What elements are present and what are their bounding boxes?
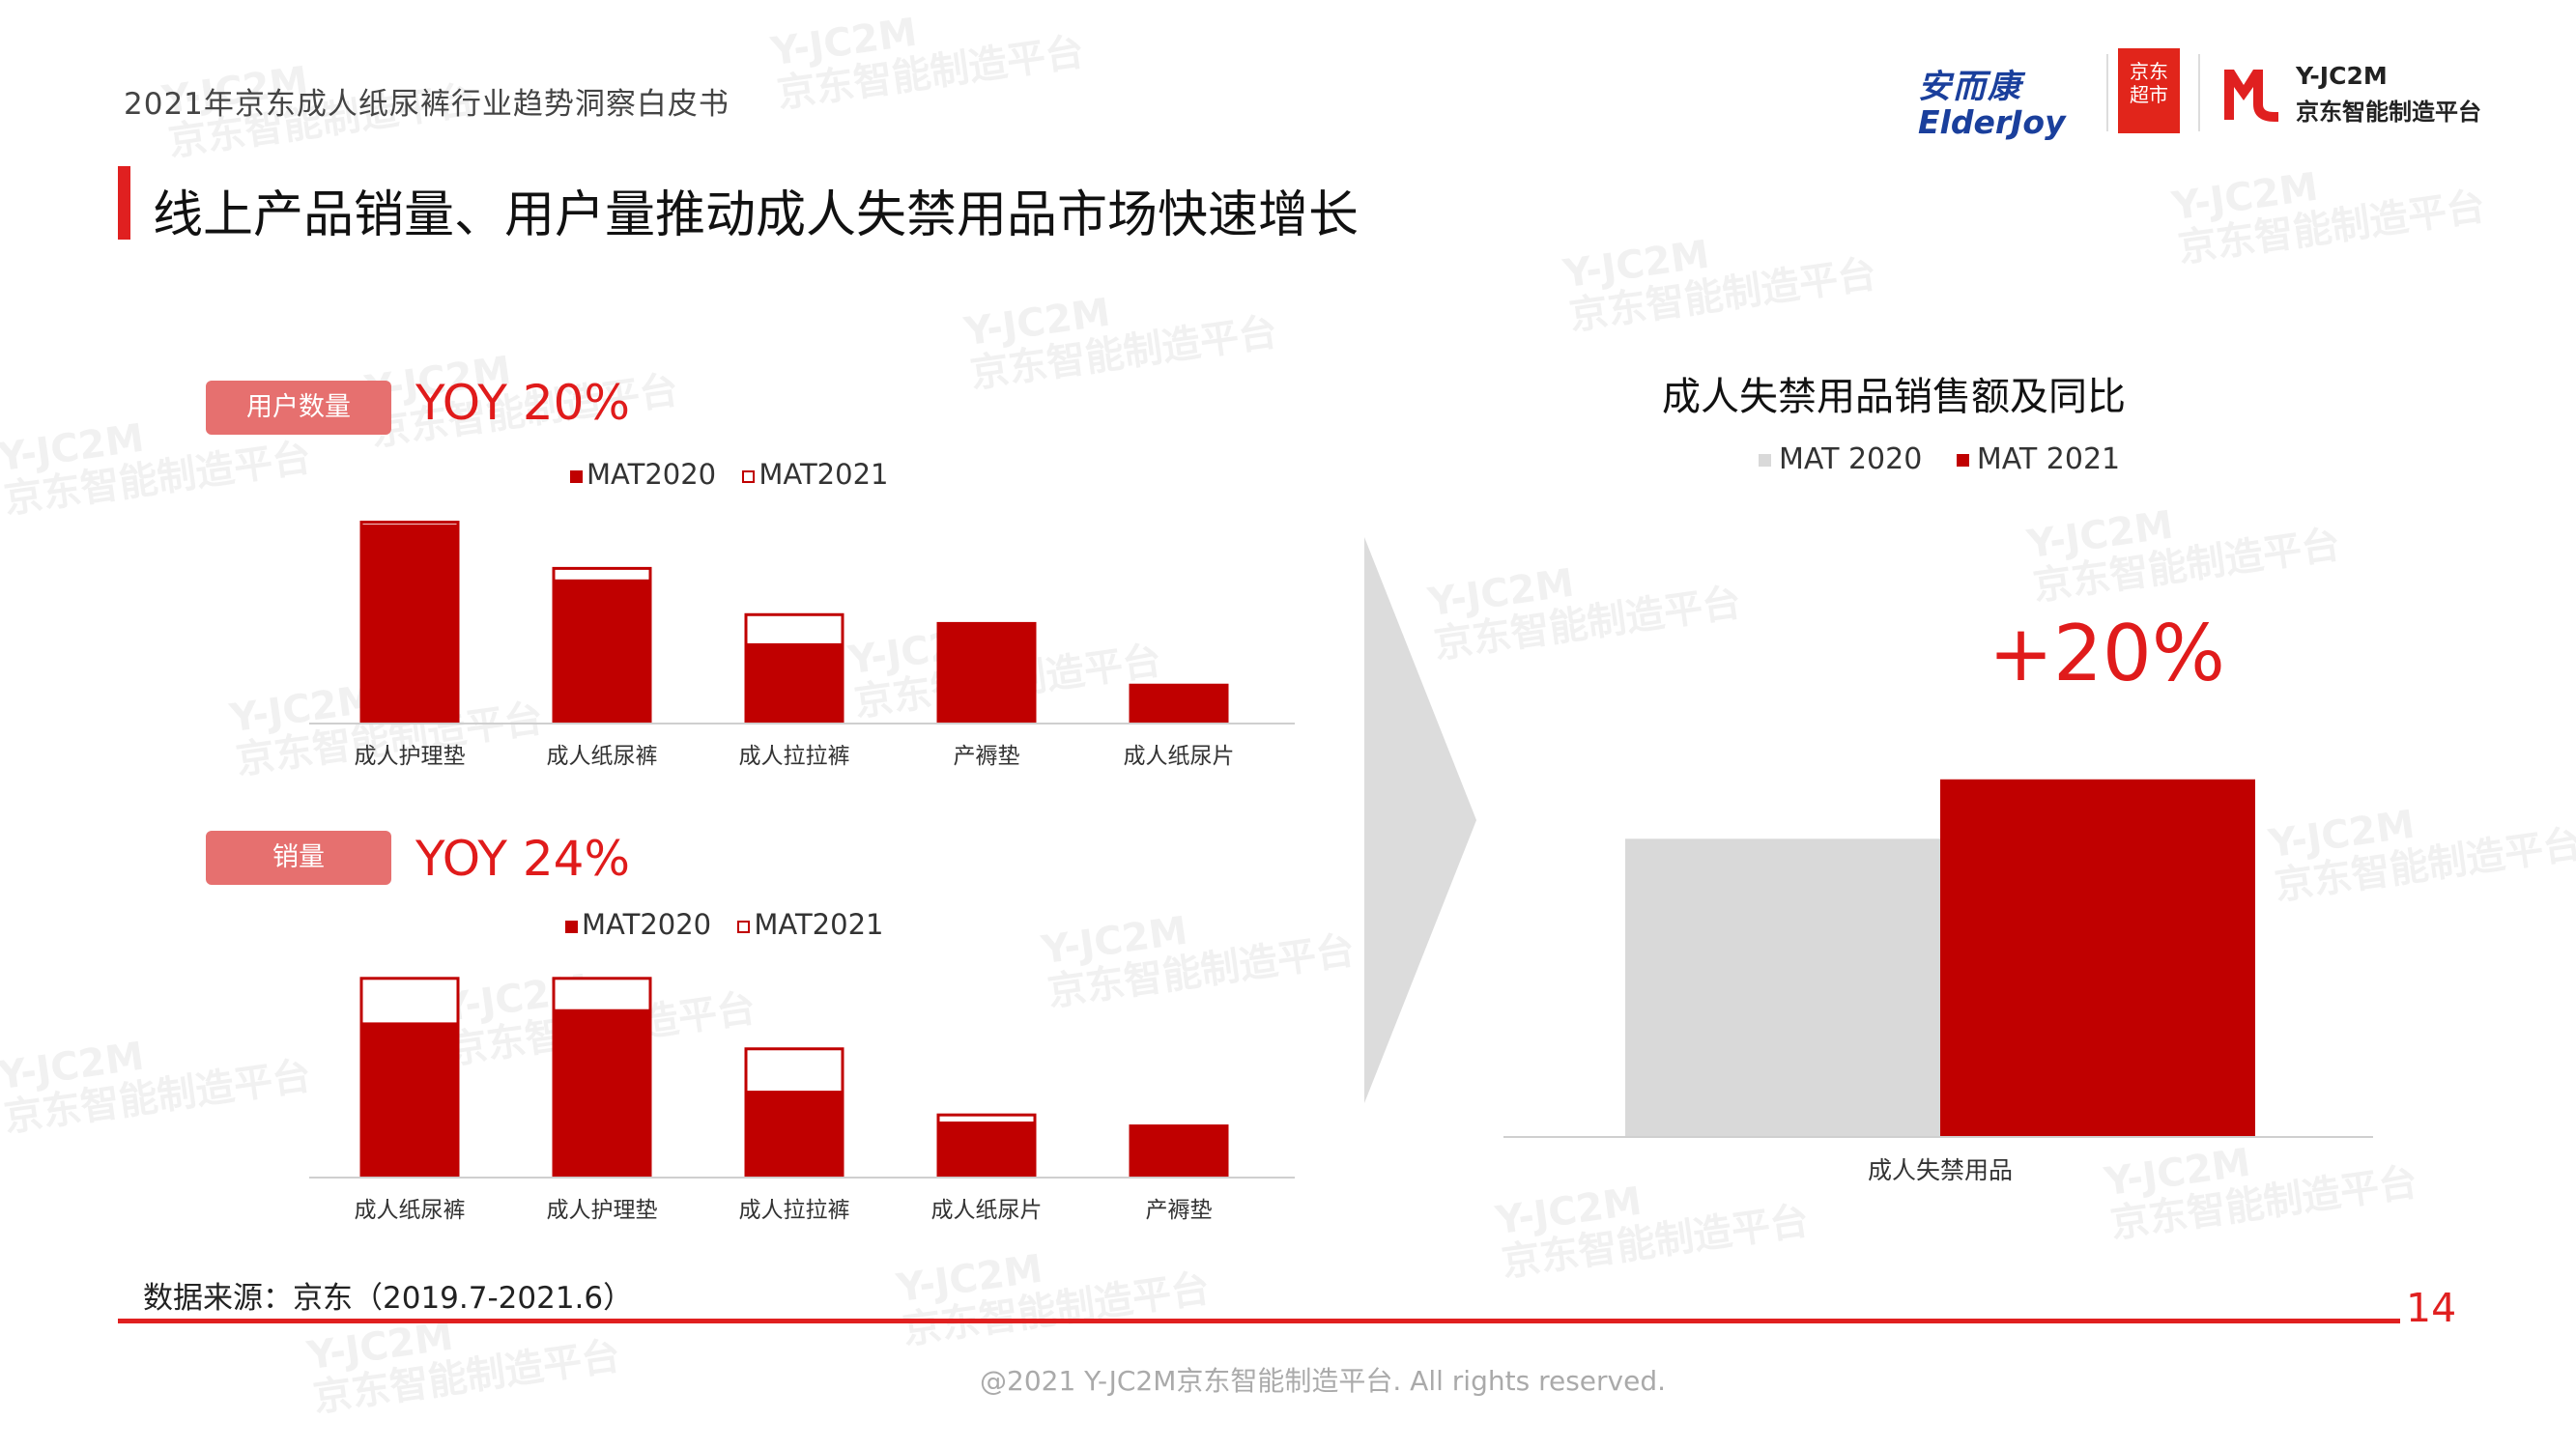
legend-label: MAT2020 (587, 458, 717, 491)
watermark-line1: Y-JC2M (2169, 164, 2321, 230)
watermark-line2: 京东智能制造平台 (2030, 522, 2343, 610)
watermark-line1: Y-JC2M (894, 1246, 1045, 1312)
watermark-line1: Y-JC2M (2024, 502, 2176, 568)
legend-swatch (1956, 454, 1969, 467)
bar-mat2020 (746, 1091, 843, 1177)
page-number: 14 (2406, 1285, 2457, 1331)
document-title: 2021年京东成人纸尿裤行业趋势洞察白皮书 (124, 87, 730, 122)
legend-swatch (1759, 454, 1771, 467)
title-accent-bar (118, 166, 130, 240)
anerkang-logo-en: ElderJoy (1918, 103, 2066, 141)
x-tick-label: 成人纸尿裤 (547, 744, 658, 769)
x-tick-label: 成人失禁用品 (1868, 1156, 2013, 1184)
legend-label: MAT2021 (754, 908, 884, 941)
watermark-line2: 京东智能制造平台 (900, 1265, 1213, 1353)
legend-swatch (565, 920, 578, 933)
x-tick-label: 成人护理垫 (547, 1198, 658, 1223)
sales-pill-label: 销量 (206, 831, 391, 885)
x-tick-label: 成人纸尿片 (931, 1198, 1043, 1223)
legend-label: MAT 2021 (1976, 442, 2121, 476)
legend-label: MAT2021 (758, 458, 889, 491)
page-title: 线上产品销量、用户量推动成人失禁用品市场快速增长 (153, 186, 1360, 244)
watermark-line2: 京东智能制造平台 (967, 309, 1280, 397)
legend-swatch (742, 469, 756, 483)
x-tick-label: 成人拉拉裤 (739, 744, 850, 769)
legend-item-mat2020: MAT2020 (565, 908, 711, 941)
logo-divider (2198, 54, 2200, 131)
watermark-line2: 京东智能制造平台 (1499, 1198, 1812, 1286)
bar-mat2020 (554, 579, 650, 723)
jd-supermarket-logo: 京东 超市 (2118, 48, 2180, 133)
yjc2m-logo-icon (2224, 70, 2278, 122)
watermark-line2: 京东智能制造平台 (1, 435, 314, 523)
jd-logo-line2: 超市 (2130, 83, 2168, 106)
x-tick-label: 成人纸尿裤 (355, 1198, 466, 1223)
watermark-line2: 京东智能制造平台 (774, 29, 1087, 117)
logo-divider (2106, 54, 2108, 131)
sales-bar-chart: 成人纸尿裤 成人护理垫 成人拉拉裤 成人纸尿片 产褥垫 (309, 977, 1295, 1223)
users-bar-chart: 成人护理垫 成人纸尿裤 成人拉拉裤 产褥垫 成人纸尿片 (309, 521, 1295, 769)
x-tick-label: 成人拉拉裤 (739, 1198, 850, 1223)
bar-mat-2020 (1625, 838, 1940, 1136)
legend-item-mat2021: MAT2021 (737, 908, 883, 941)
bar-mat2020 (938, 623, 1035, 723)
bar-mat2020 (938, 1122, 1035, 1177)
bar-mat2020 (746, 642, 843, 723)
x-tick-label: 成人纸尿片 (1124, 744, 1235, 769)
copyright-notice: @2021 Y-JC2M京东智能制造平台. All rights reserve… (980, 1365, 1666, 1397)
bar-mat2020 (1131, 685, 1227, 723)
watermark-line2: 京东智能制造平台 (1431, 580, 1744, 668)
x-tick-label: 成人护理垫 (355, 744, 466, 769)
watermark-line1: Y-JC2M (0, 1034, 147, 1099)
jd-logo-line1: 京东 (2130, 60, 2168, 83)
yjc2m-logo: Y-JC2M 京东智能制造平台 (2220, 60, 2491, 131)
legend-label: MAT 2020 (1779, 442, 1923, 476)
users-pill-label: 用户数量 (206, 381, 391, 435)
yjc2m-logo-line2: 京东智能制造平台 (2296, 99, 2481, 126)
legend-item-mat-2020: MAT 2020 (1759, 442, 1922, 476)
watermark-line1: Y-JC2M (961, 290, 1113, 355)
legend-swatch (737, 920, 751, 933)
legend-swatch (570, 469, 583, 483)
watermark-line2: 京东智能制造平台 (1, 1053, 314, 1141)
bar-mat2020 (1131, 1125, 1227, 1177)
anerkang-logo-cn: 安而康 (1918, 68, 2022, 106)
sales-amount-yoy: +20% (1989, 609, 2225, 698)
transition-arrow (1364, 537, 1476, 1103)
sales-amount-legend: MAT 2020 MAT 2021 (1759, 442, 2120, 476)
sales-legend: MAT2020 MAT2021 (565, 908, 883, 941)
bar-mat2020 (554, 1009, 650, 1177)
sales-yoy: YOY 24% (415, 831, 630, 887)
legend-item-mat2021: MAT2021 (742, 458, 888, 491)
watermark-line2: 京东智能制造平台 (2175, 184, 2488, 271)
users-yoy: YOY 20% (415, 375, 630, 431)
watermark-line2: 京东智能制造平台 (1566, 251, 1879, 339)
watermark-line2: 京东智能制造平台 (310, 1333, 623, 1421)
bar-mat2020 (361, 1022, 458, 1177)
legend-label: MAT2020 (582, 908, 712, 941)
legend-item-mat2020: MAT2020 (570, 458, 716, 491)
legend-item-mat-2021: MAT 2021 (1956, 442, 2121, 476)
data-source-note: 数据来源：京东（2019.7-2021.6） (143, 1281, 634, 1316)
users-legend: MAT2020 MAT2021 (570, 458, 888, 491)
bar-mat2020 (361, 524, 458, 723)
anerkang-logo: 安而康 ElderJoy (1918, 60, 2090, 141)
x-tick-label: 产褥垫 (954, 744, 1020, 769)
yjc2m-logo-line1: Y-JC2M (2296, 62, 2388, 90)
footer-divider (118, 1319, 2400, 1323)
watermark-line1: Y-JC2M (1560, 232, 1712, 298)
bar-mat-2021 (1940, 779, 2255, 1136)
watermark-line1: Y-JC2M (768, 10, 920, 75)
sales-amount-bar-chart: 成人失禁用品 (1503, 779, 2373, 1184)
x-tick-label: 产褥垫 (1146, 1198, 1213, 1223)
sales-amount-chart-title: 成人失禁用品销售额及同比 (1662, 375, 2126, 419)
